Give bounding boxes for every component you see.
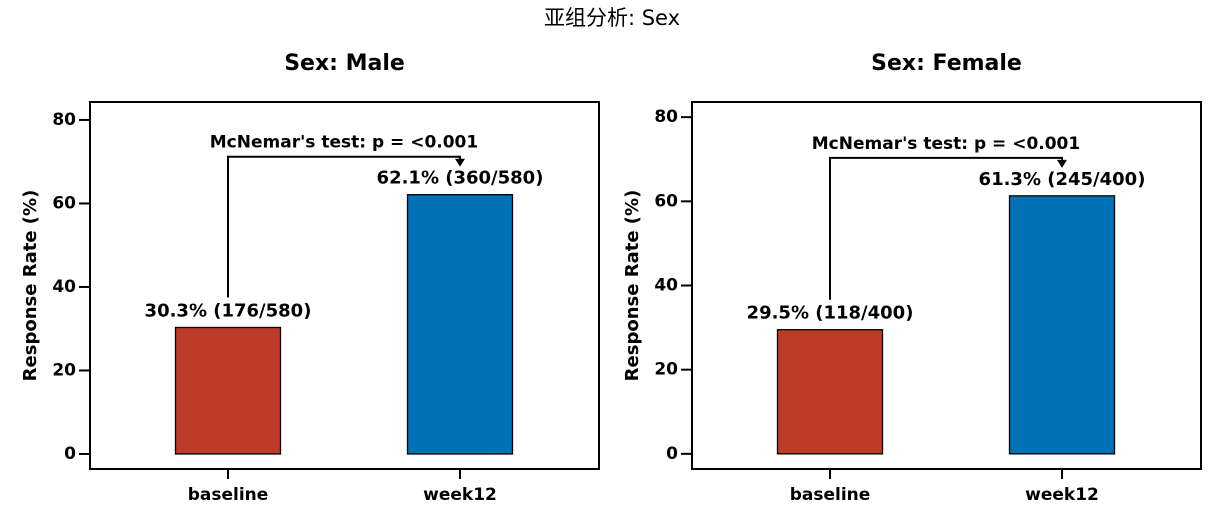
annotation: McNemar's test: p = <0.001 — [812, 134, 1080, 154]
x-tick-label: baseline — [790, 485, 871, 505]
y-tick-label: 60 — [52, 193, 76, 213]
value-label: 29.5% (118/400) — [747, 303, 914, 324]
subplot-title: Sex: Female — [871, 51, 1022, 76]
x-tick-label: baseline — [188, 485, 269, 505]
annotation: McNemar's test: p = <0.001 — [210, 133, 478, 153]
x-tick-label: week12 — [423, 485, 497, 505]
y-tick-label: 80 — [52, 110, 76, 130]
y-tick-label: 80 — [654, 107, 678, 127]
y-tick-label: 0 — [666, 444, 678, 464]
axes-frame — [89, 101, 600, 470]
axes-frame — [691, 101, 1202, 470]
value-label: 61.3% (245/400) — [979, 169, 1146, 190]
bar — [174, 326, 282, 455]
y-tick-label: 20 — [52, 360, 76, 380]
figure-title: 亚组分析: Sex — [544, 6, 680, 30]
y-tick-label: 40 — [654, 276, 678, 296]
y-axis-label: Response Rate (%) — [20, 190, 41, 382]
y-axis-label: Response Rate (%) — [622, 190, 643, 382]
bar — [776, 329, 884, 455]
y-tick-label: 0 — [64, 444, 76, 464]
bracket — [829, 156, 1063, 300]
y-tick-label: 40 — [52, 277, 76, 297]
y-tick-label: 20 — [654, 360, 678, 380]
x-tick-label: week12 — [1025, 485, 1099, 505]
subplot: Sex: Female Response Rate (%) 0 20 40 60 80 29.… — [622, 51, 1202, 505]
bracket — [227, 155, 461, 298]
bar — [1008, 195, 1116, 455]
bar — [406, 194, 514, 455]
y-tick-label: 60 — [654, 191, 678, 211]
bracket-arrow — [455, 158, 465, 167]
value-label: 62.1% (360/580) — [377, 168, 544, 189]
value-label: 30.3% (176/580) — [145, 300, 312, 321]
subplot: Sex: Male Response Rate (%) 0 20 40 60 80 30.3%… — [20, 51, 600, 505]
bracket-arrow — [1057, 159, 1067, 168]
subplot-title: Sex: Male — [284, 51, 405, 76]
